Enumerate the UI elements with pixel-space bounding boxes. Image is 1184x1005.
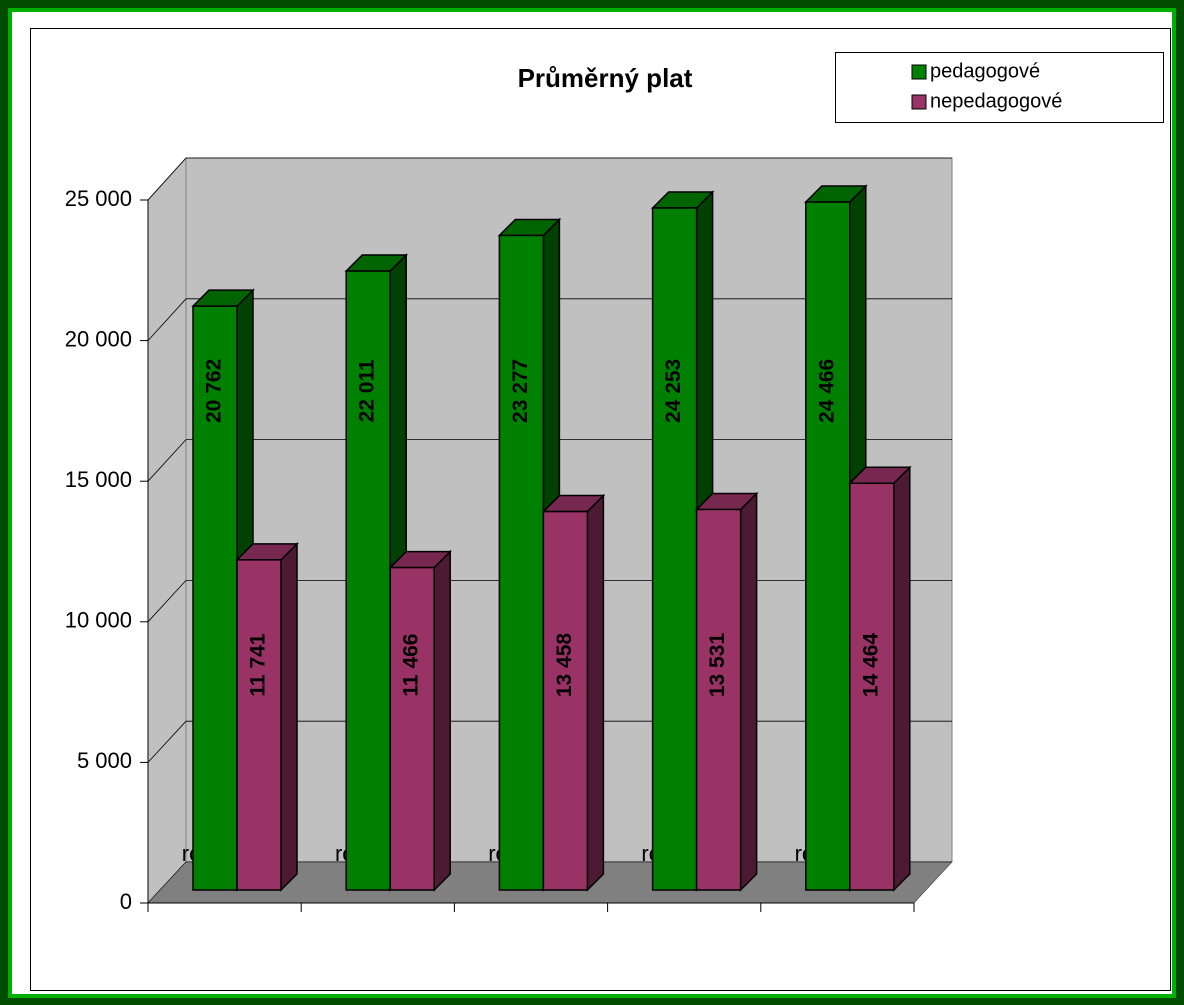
grid-line	[147, 439, 187, 482]
y-tick-label: 0	[120, 889, 132, 914]
y-tick-label: 20 000	[65, 326, 132, 351]
data-label: 24 466	[815, 359, 838, 423]
y-tick-label: 15 000	[65, 467, 132, 492]
grid-line	[147, 580, 187, 623]
y-tick-label: 5 000	[77, 748, 132, 773]
legend	[835, 52, 1164, 123]
side-wall	[147, 156, 187, 905]
legend-swatch	[911, 64, 927, 80]
bar	[694, 491, 759, 892]
data-label: 20 762	[203, 359, 226, 423]
bar-face	[498, 234, 545, 891]
bar	[235, 542, 299, 892]
legend-swatch	[911, 94, 927, 110]
bar-face	[542, 510, 589, 891]
bar-face	[739, 491, 758, 892]
bar-face	[586, 493, 605, 892]
legend-label: pedagogové	[930, 60, 1040, 82]
y-tick-label: 10 000	[65, 608, 132, 633]
legend-label: nepedagogové	[930, 90, 1062, 112]
bar-face	[236, 559, 282, 891]
chart-title: Průměrný plat	[518, 63, 693, 93]
bar-face	[805, 201, 851, 891]
bar-face	[389, 566, 435, 891]
bar-face	[651, 207, 698, 891]
grid-line	[147, 720, 187, 763]
data-label: 22 011	[356, 359, 379, 422]
bar	[847, 465, 912, 892]
data-label: 13 458	[553, 633, 576, 698]
bar-face	[849, 482, 895, 891]
bar-face	[345, 270, 391, 891]
data-label: 13 531	[706, 633, 729, 698]
data-label: 24 253	[662, 359, 685, 423]
bar-face	[893, 465, 911, 892]
data-label: 23 277	[509, 359, 532, 423]
bar-face	[280, 542, 298, 892]
bar-face	[192, 305, 238, 891]
grid-line	[147, 298, 187, 341]
data-label: 11 466	[400, 634, 423, 697]
data-label: 11 741	[247, 633, 270, 696]
bar-face	[695, 508, 742, 891]
bar	[541, 493, 606, 892]
data-label: 14 464	[859, 633, 882, 698]
y-tick-label: 25 000	[65, 186, 132, 211]
grid-line	[147, 157, 187, 201]
bar-face	[433, 549, 451, 892]
bar	[388, 549, 453, 892]
